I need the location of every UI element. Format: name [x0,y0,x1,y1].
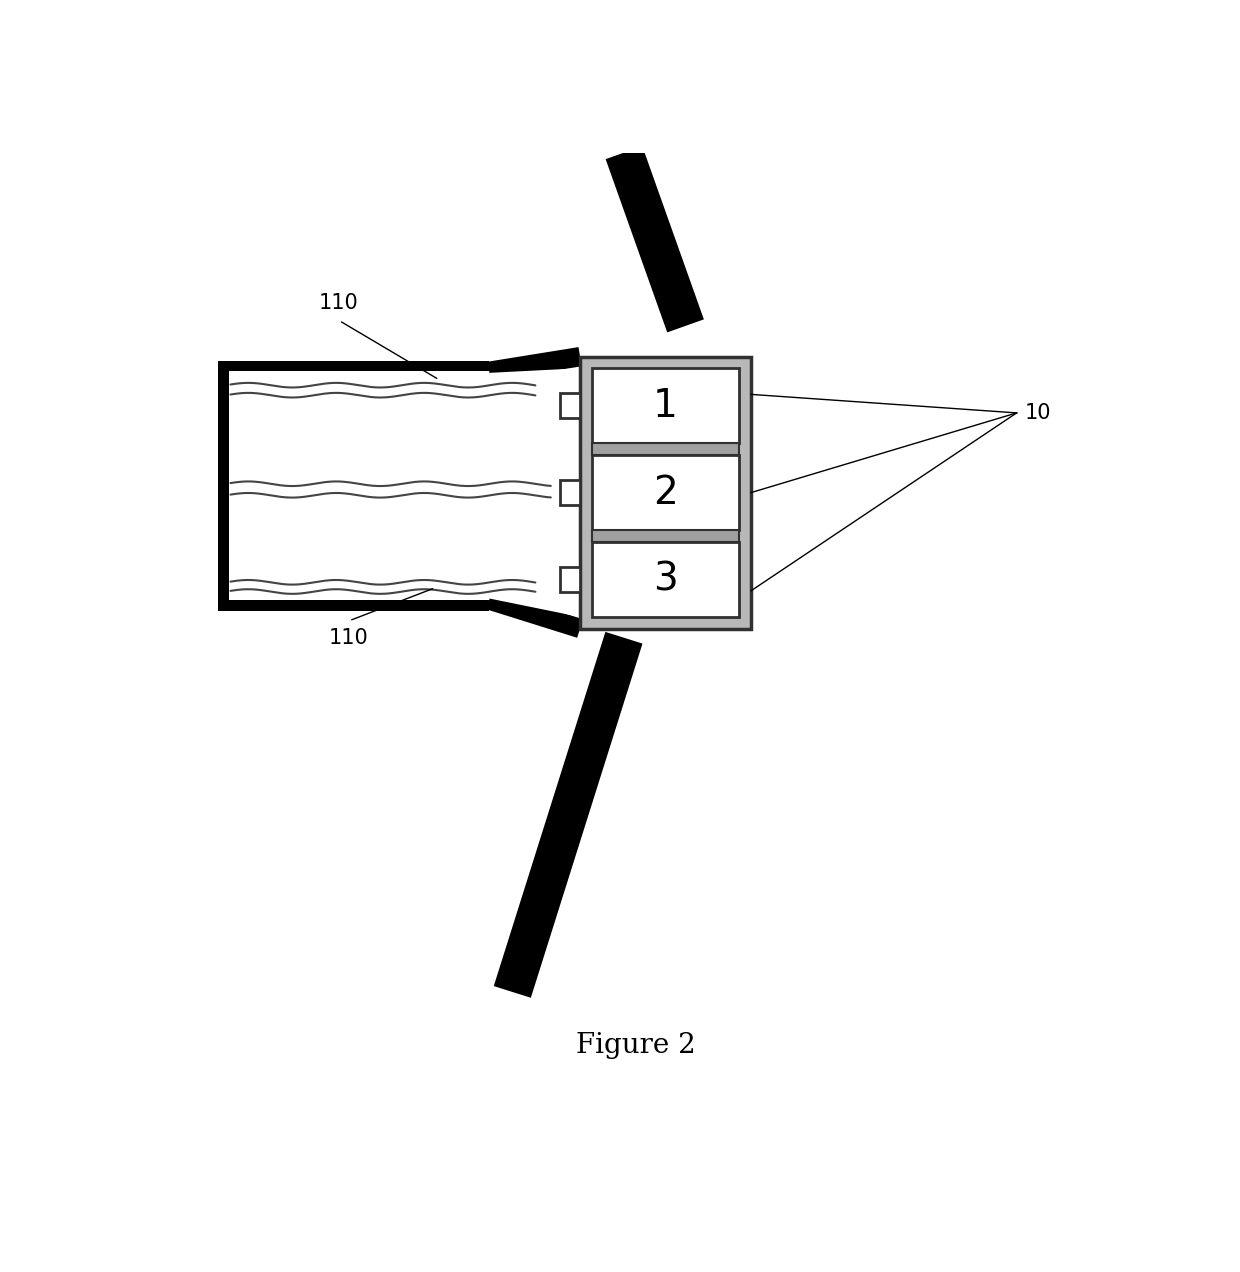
Polygon shape [490,368,580,617]
Text: 110: 110 [329,628,370,649]
Polygon shape [591,368,739,443]
Polygon shape [218,600,490,611]
Polygon shape [560,567,580,591]
Polygon shape [591,455,739,530]
Polygon shape [218,600,490,611]
Text: 2: 2 [653,473,678,511]
Polygon shape [490,356,580,628]
Polygon shape [218,360,490,371]
Polygon shape [591,542,739,617]
Polygon shape [580,356,751,628]
Polygon shape [218,360,229,611]
Polygon shape [591,530,739,542]
Text: 10: 10 [1024,403,1050,422]
Polygon shape [560,393,580,418]
Text: 3: 3 [653,561,678,599]
Text: Figure 2: Figure 2 [575,1033,696,1060]
Polygon shape [229,371,490,600]
Text: 1: 1 [653,387,678,425]
Polygon shape [591,443,739,455]
Polygon shape [218,360,490,371]
Polygon shape [218,360,490,611]
Polygon shape [218,360,229,611]
Polygon shape [560,481,580,505]
Text: 110: 110 [319,293,358,313]
